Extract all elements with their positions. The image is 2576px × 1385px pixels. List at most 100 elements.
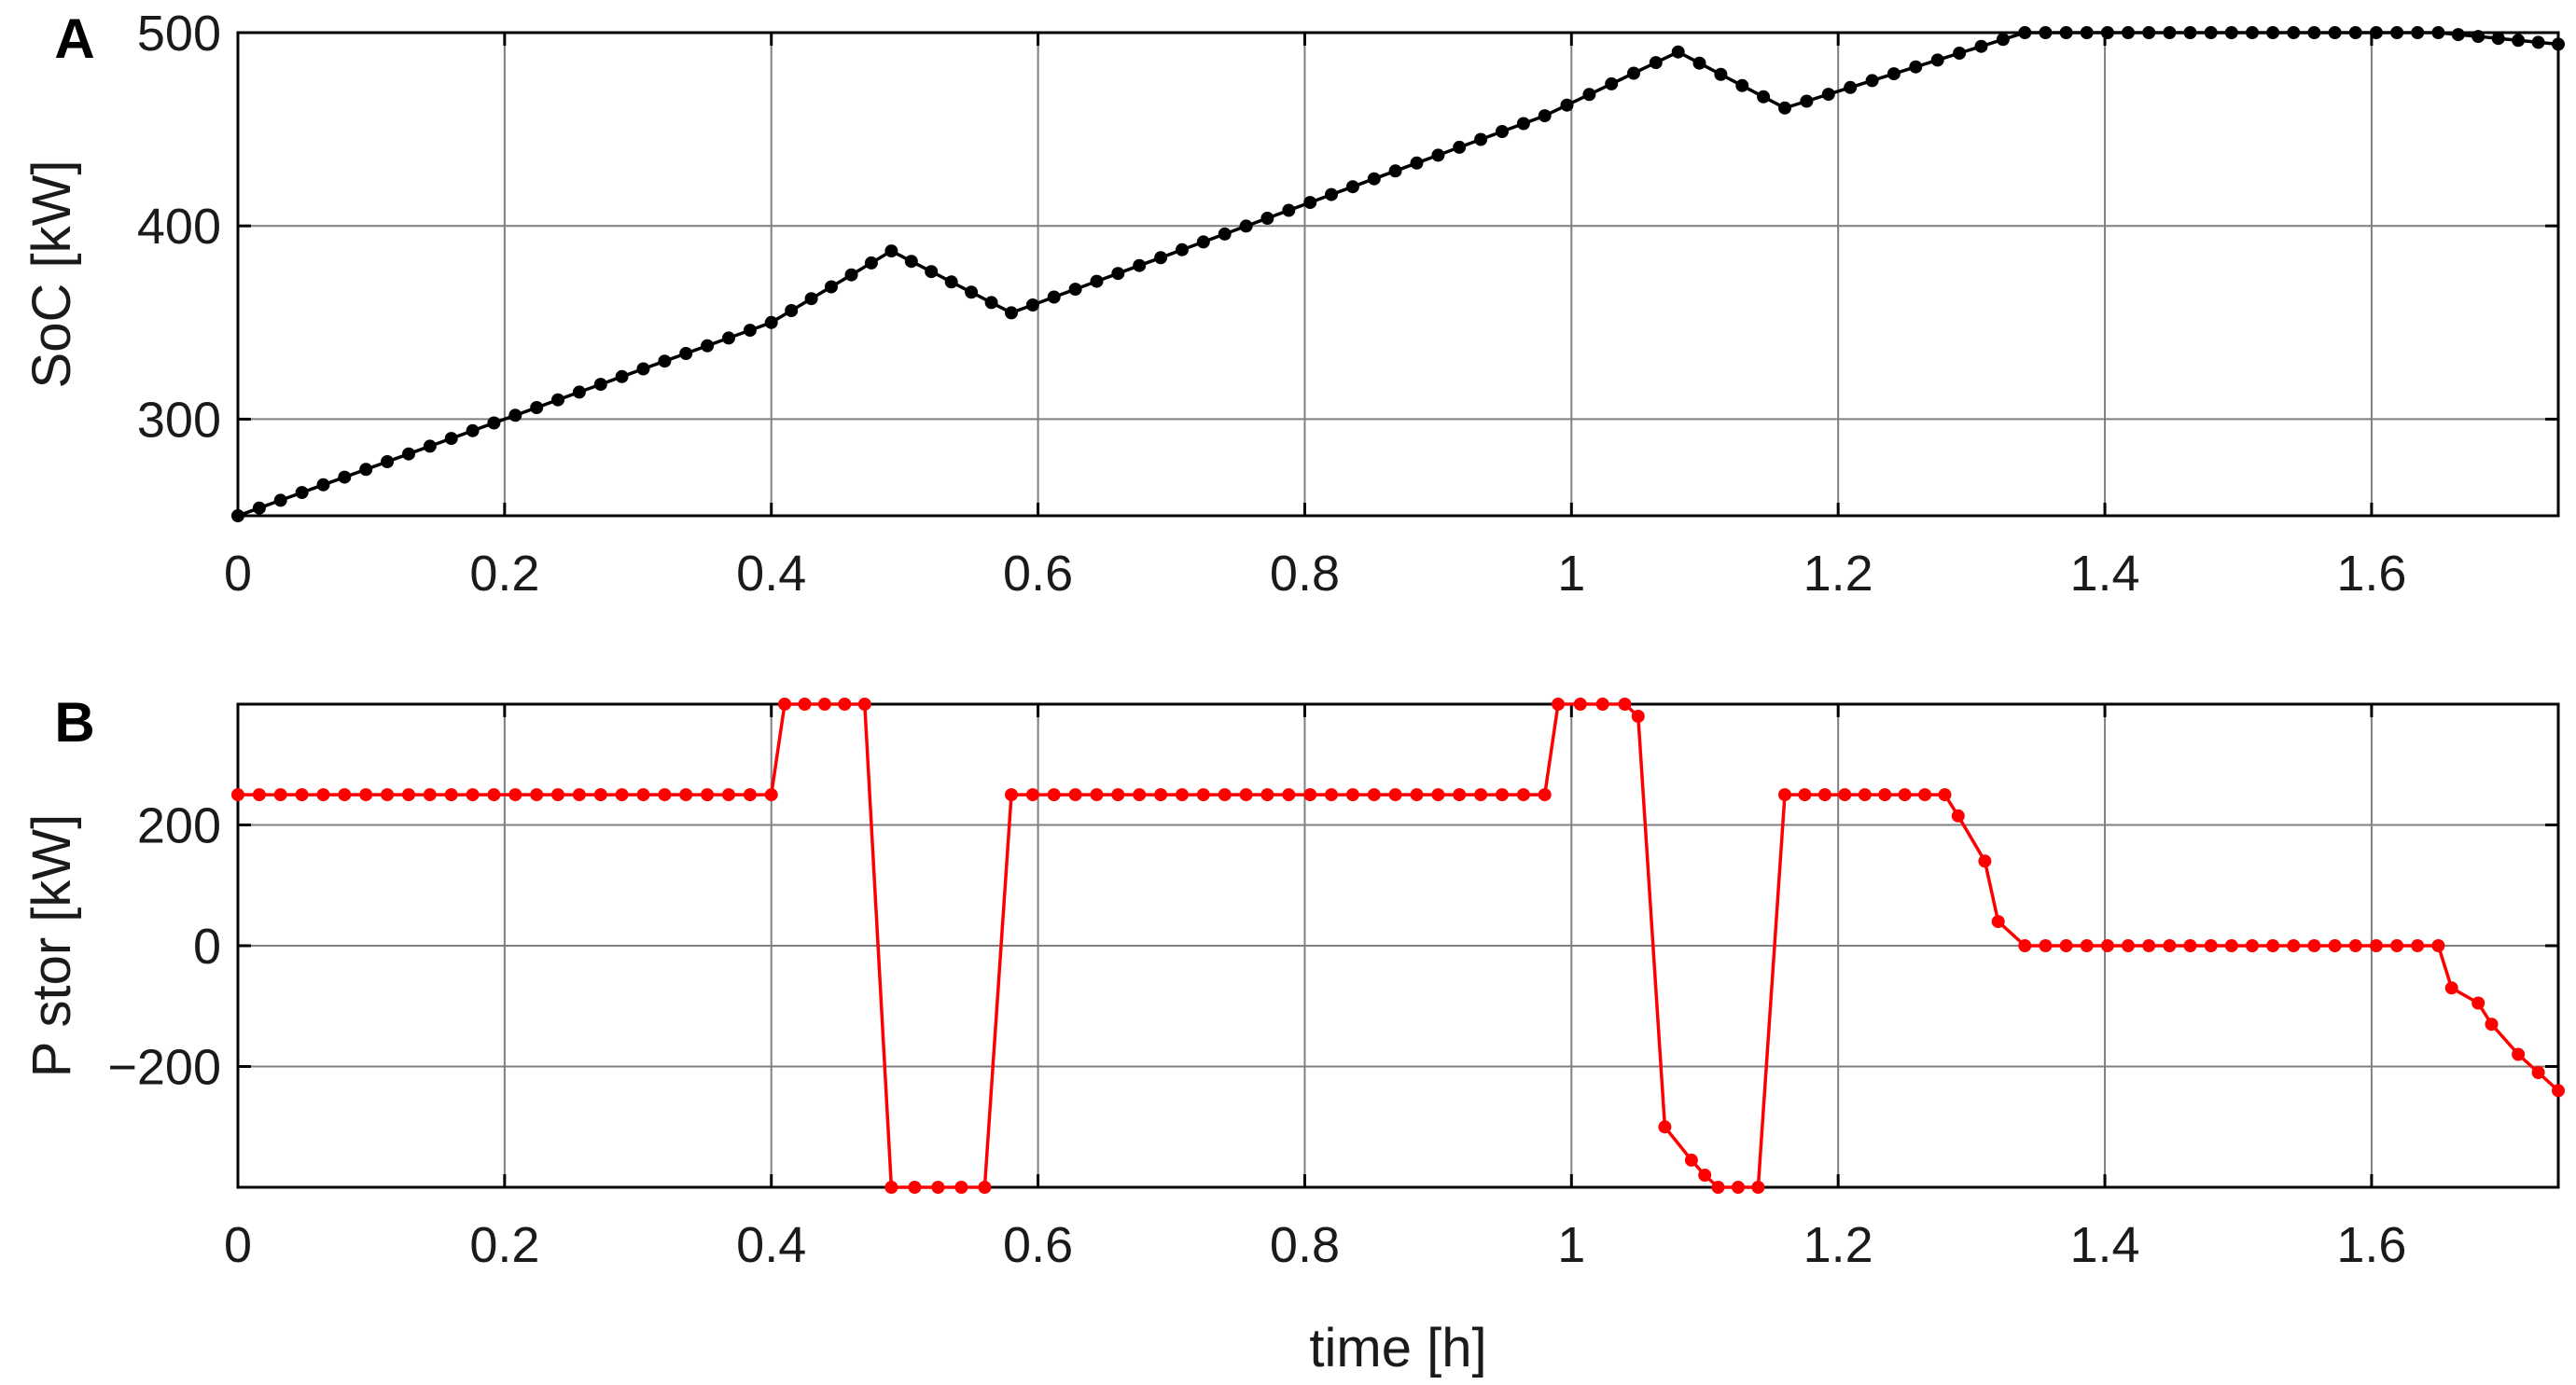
data-point <box>487 416 501 430</box>
data-point <box>743 324 757 338</box>
data-point <box>1345 180 1359 194</box>
data-point <box>2431 26 2445 39</box>
data-point <box>316 788 330 802</box>
data-point <box>1516 117 1530 131</box>
data-point <box>1538 788 1552 802</box>
data-point <box>572 788 586 802</box>
data-point <box>1560 98 1574 112</box>
data-point <box>1698 1169 1712 1182</box>
data-point <box>338 788 352 802</box>
y-tick-label: 400 <box>137 199 221 255</box>
data-point <box>1005 788 1018 802</box>
data-point <box>295 788 309 802</box>
data-point <box>1865 74 1879 88</box>
data-point <box>252 788 266 802</box>
data-point <box>1918 788 1932 802</box>
data-point <box>636 788 650 802</box>
data-point <box>1858 788 1872 802</box>
data-point <box>1431 788 1445 802</box>
data-point <box>402 788 415 802</box>
data-point <box>1516 788 1530 802</box>
data-point <box>1649 56 1663 70</box>
data-point <box>1582 88 1596 102</box>
data-point <box>1176 788 1189 802</box>
data-point <box>1798 788 1812 802</box>
data-point <box>2531 1066 2545 1079</box>
data-point <box>2059 26 2073 39</box>
data-point <box>1111 788 1125 802</box>
data-point <box>1817 788 1831 802</box>
data-point <box>1953 47 1967 60</box>
data-point <box>1838 788 1852 802</box>
data-point <box>1367 788 1381 802</box>
data-point <box>2451 28 2465 42</box>
data-point <box>2411 26 2425 39</box>
data-point <box>1474 788 1488 802</box>
data-point <box>1778 788 1791 802</box>
data-point <box>273 493 287 507</box>
data-point <box>1388 788 1402 802</box>
data-point <box>2411 939 2425 952</box>
data-point <box>1496 788 1509 802</box>
data-point <box>2224 939 2238 952</box>
data-point <box>2080 26 2094 39</box>
data-point <box>2204 939 2218 952</box>
data-point <box>658 788 672 802</box>
panel-a: 0 0.2 0.4 0.6 0.8 1 1.2 1.4 1.6 300 400 500 A SoC [kW… <box>21 6 2565 602</box>
data-point <box>615 369 629 383</box>
x-tick-label: 1.6 <box>2336 546 2406 602</box>
data-point <box>2531 35 2545 49</box>
data-point <box>1751 1181 1765 1194</box>
y-tick-label: 200 <box>137 798 221 854</box>
data-point <box>1627 66 1640 80</box>
data-point <box>722 331 735 345</box>
x-tick-label: 0.6 <box>1003 546 1073 602</box>
data-point <box>2163 939 2177 952</box>
data-point <box>1196 235 1210 249</box>
data-point <box>2080 939 2094 952</box>
x-tick-label: 1.6 <box>2336 1217 2406 1273</box>
data-point <box>423 788 437 802</box>
data-point <box>1068 788 1082 802</box>
data-point <box>466 788 480 802</box>
data-point <box>1821 88 1835 102</box>
data-point <box>2512 1047 2526 1061</box>
data-point <box>231 509 244 522</box>
data-point <box>2287 939 2301 952</box>
data-point <box>1133 788 1147 802</box>
data-point <box>2390 939 2404 952</box>
series-line <box>237 31 2559 518</box>
data-point <box>1887 67 1901 81</box>
data-point <box>1239 219 1253 233</box>
data-point <box>273 788 287 802</box>
data-point <box>2552 37 2565 51</box>
data-point <box>466 423 480 437</box>
panel-letter: A <box>54 7 94 70</box>
data-point <box>1303 196 1317 210</box>
data-point <box>1496 125 1509 138</box>
data-point <box>1757 90 1771 104</box>
x-tick-label: 0 <box>224 1217 252 1273</box>
data-point <box>764 315 778 329</box>
data-point <box>636 362 650 376</box>
data-point <box>381 455 395 468</box>
data-point <box>1951 809 1965 823</box>
data-point <box>1618 698 1632 711</box>
data-point <box>1111 267 1125 281</box>
data-point <box>252 501 266 515</box>
y-axis-label: P stor [kW] <box>21 814 82 1078</box>
y-tick-label: 0 <box>193 919 221 975</box>
data-point <box>2512 34 2526 48</box>
data-point <box>1176 242 1189 256</box>
x-tick-label: 1.2 <box>1803 1217 1873 1273</box>
data-point <box>1991 915 2005 929</box>
data-point <box>1605 76 1619 90</box>
series-line <box>238 702 2560 1189</box>
data-point <box>2018 939 2032 952</box>
x-tick-label: 0.8 <box>1270 546 1340 602</box>
data-point <box>2390 26 2404 39</box>
data-point <box>2018 26 2032 39</box>
data-point <box>722 788 735 802</box>
data-point <box>2039 26 2053 39</box>
